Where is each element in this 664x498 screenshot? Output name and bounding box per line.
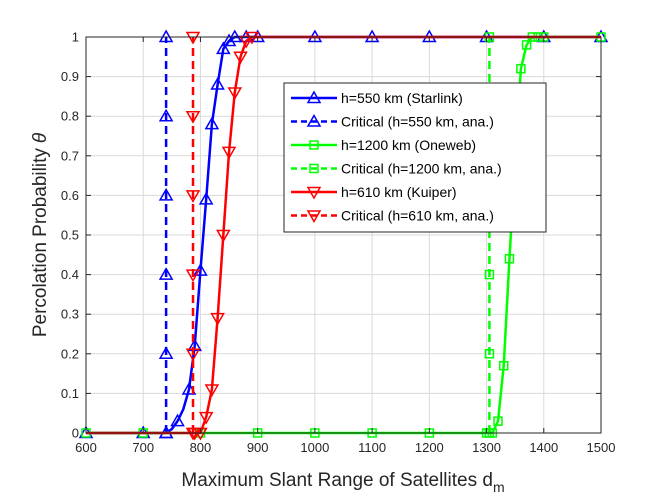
x-axis-label: Maximum Slant Range of Satellites dm [181,470,504,495]
y-axis-label: Percolation Probability θ [30,132,51,337]
x-tick-label-8: 1400 [529,440,558,455]
series-1-point-5 [158,29,174,43]
x-tick-label-4: 1000 [300,440,329,455]
series-4-point-4 [210,312,225,326]
y-tick-label-10: 1 [72,30,79,45]
x-tick-label-5: 1100 [358,440,386,455]
x-tick-label-3: 900 [247,440,269,455]
series-5-point-4 [185,110,201,124]
series-3-point-2 [484,269,495,280]
y-axis-label-symbol: θ [30,132,51,143]
series-2-point-12 [516,63,526,74]
x-tick-label-2: 800 [190,440,212,455]
y-tick-label-4: 0.4 [61,267,79,282]
series-2-point-9 [493,416,503,426]
series-1-point-3 [158,187,174,201]
series-4-point-6 [221,146,237,160]
y-tick-label-3: 0.3 [61,307,79,322]
series-0-point-9 [210,77,225,90]
legend-label-1: Critical (h=550 km, ana.) [341,114,494,130]
legend-label-2: h=1200 km (Oneweb) [341,137,476,153]
legend-marker-2 [309,140,319,150]
axis-ticks: 600 700 800 900 1000 1100 1200 1300 1400 1500 0 0.1… [61,30,616,456]
series-5-point-2 [185,269,201,283]
legend: h=550 km (Starlink) Critical (h=550 km, a… [283,82,547,233]
legend-item-2: h=1200 km (Oneweb) [291,137,476,153]
legend-label-4: h=610 km (Kuiper) [341,184,457,200]
series-2-point-10 [498,360,509,371]
y-tick-label-0: 0 [72,426,79,441]
x-tick-label-9: 1500 [587,440,616,455]
y-axis-label-text: Percolation Probability [30,148,51,338]
legend-marker-5 [306,210,322,224]
series-4-point-8 [233,51,248,65]
series-2-point-13 [521,40,532,50]
series-0-point-8 [204,116,220,130]
legend-marker-1 [306,113,322,127]
series-5-point-0 [185,427,201,441]
x-tick-label-7: 1300 [472,440,501,455]
series-0-point-10 [216,41,231,55]
series-1-point-2 [158,267,174,280]
y-tick-label-1: 0.1 [61,386,79,401]
y-tick-label-6: 0.6 [61,188,79,203]
x-tick-label-1: 700 [132,440,154,455]
series-4-point-5 [216,229,231,243]
legend-item-4: h=610 km (Kuiper) [291,184,457,200]
legend-label-0: h=550 km (Starlink) [341,90,463,106]
series-1-point-4 [158,108,174,122]
series-4-point-2 [198,411,214,425]
legend-marker-0 [306,90,322,104]
series-4-point-9 [238,35,254,49]
x-axis-label-subscript: m [493,479,505,495]
y-tick-label-2: 0.2 [61,346,79,361]
y-tick-label-5: 0.5 [61,228,79,243]
y-tick-label-7: 0.7 [61,148,79,163]
legend-marker-3 [309,163,319,174]
series-4-point-7 [227,87,243,100]
legend-marker-4 [306,186,322,200]
legend-item-5: Critical (h=610 km, ana.) [291,208,494,224]
legend-item-0: h=550 km (Starlink) [291,90,463,106]
x-axis-label-text: Maximum Slant Range of Satellites d [181,470,493,491]
series-0-point-5 [187,338,203,352]
legend-item-3: Critical (h=1200 km, ana.) [291,161,502,177]
series-0-point-11 [221,33,237,47]
series-4-point-3 [204,384,220,397]
series-1-point-1 [158,346,174,360]
y-tick-label-8: 0.8 [61,109,79,124]
x-tick-label-0: 600 [75,440,97,455]
legend-item-1: Critical (h=550 km, ana.) [291,114,494,130]
series-5 [185,31,201,441]
legend-label-3: Critical (h=1200 km, ana.) [341,161,502,177]
series-0-point-3 [170,413,185,427]
series-4-point-10 [244,31,260,45]
x-tick-label-6: 1200 [415,440,444,455]
y-tick-label-9: 0.9 [61,69,79,84]
series-5-point-5 [185,31,201,45]
series-0-point-7 [198,191,214,205]
series-5-point-3 [185,190,201,203]
series-2-point-11 [504,254,515,264]
legend-label-5: Critical (h=610 km, ana.) [341,208,494,224]
series-0-point-12 [227,29,243,43]
series-5-point-1 [185,348,201,362]
legend-box [283,82,547,233]
series-3-point-1 [484,349,495,359]
